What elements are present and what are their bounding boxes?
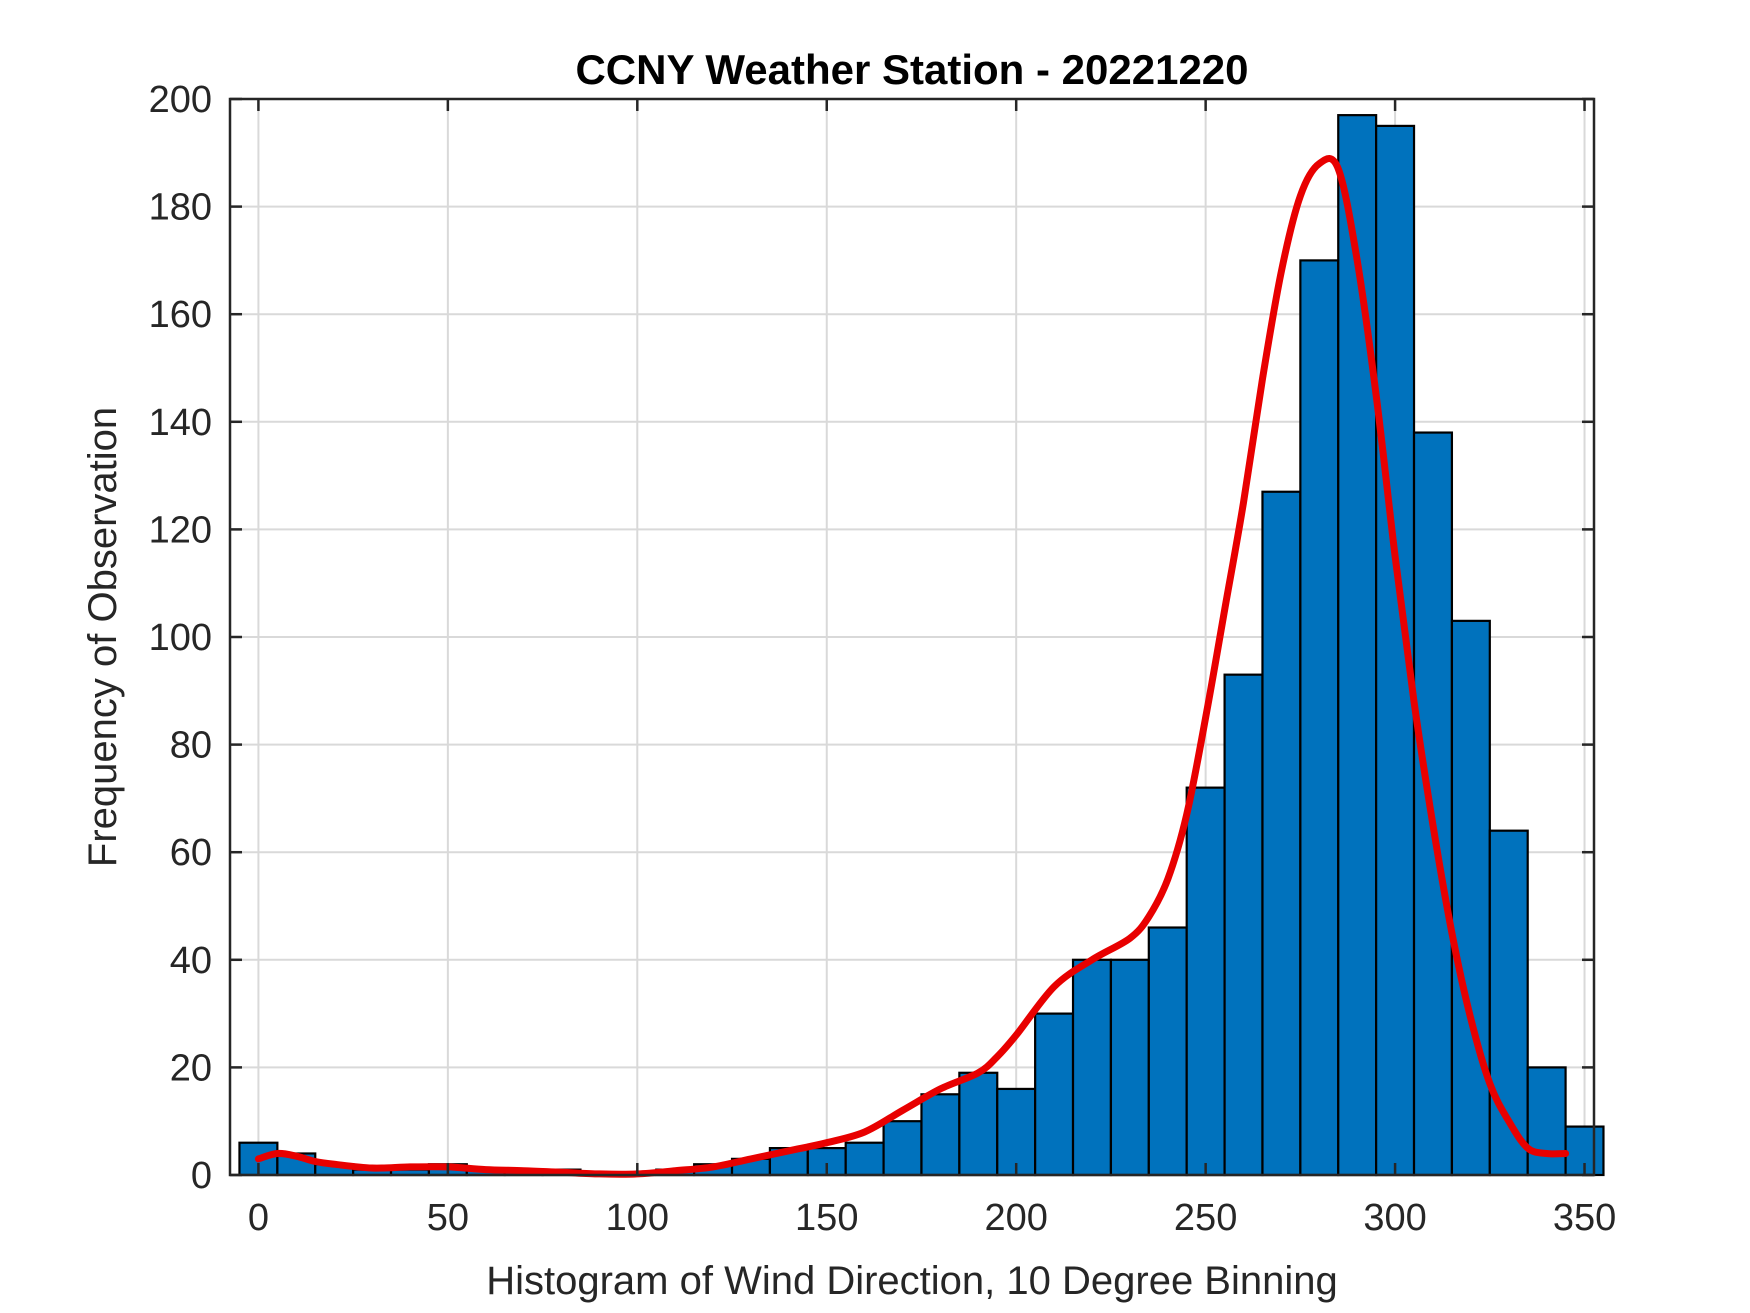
x-tick-label: 300 [1363, 1197, 1426, 1239]
y-tick-label: 0 [191, 1155, 212, 1197]
y-tick-label: 200 [149, 79, 212, 121]
y-tick-label: 180 [149, 187, 212, 229]
histogram-bar [1526, 1066, 1567, 1177]
histogram-bar [882, 1120, 923, 1177]
fit-curve-group [254, 155, 1570, 1178]
x-axis-label: Histogram of Wind Direction, 10 Degree B… [486, 1259, 1338, 1303]
fit-curve-line [254, 155, 1570, 1178]
y-tick-label: 20 [170, 1047, 212, 1089]
histogram-bar [1071, 958, 1113, 1177]
histogram-bar [1261, 490, 1302, 1177]
histogram-bar [844, 1141, 885, 1177]
x-tick-label: 100 [606, 1197, 669, 1239]
histogram-bar [1450, 619, 1491, 1177]
histogram-bar [1147, 926, 1188, 1177]
histogram-bar [1034, 1012, 1075, 1177]
histogram-bar [1109, 958, 1150, 1177]
y-axis-label: Frequency of Observation [81, 407, 125, 867]
tick-labels: 0 50 100 150 200 250 300 350 0 20 40 60 80 100 120 140 1… [149, 79, 1617, 1239]
histogram-bar [1185, 786, 1226, 1177]
x-tick-label: 50 [427, 1197, 469, 1239]
y-tick-label: 160 [149, 294, 212, 336]
y-tick-label: 40 [170, 940, 212, 982]
x-tick-label: 150 [795, 1197, 858, 1239]
x-tick-label: 200 [984, 1197, 1047, 1239]
histogram-bar [920, 1093, 961, 1177]
y-tick-label: 120 [149, 509, 212, 551]
histogram-bar [996, 1087, 1037, 1177]
y-tick-label: 60 [170, 832, 212, 874]
histogram-bar [1299, 259, 1340, 1177]
x-tick-label: 350 [1553, 1197, 1616, 1239]
histogram-bar [1223, 673, 1264, 1177]
x-tick-label: 0 [248, 1197, 269, 1239]
tick-marks [230, 97, 1594, 1177]
histogram-bar [958, 1071, 999, 1177]
y-tick-label: 80 [170, 725, 212, 767]
y-tick-label: 140 [149, 402, 212, 444]
y-tick-label: 100 [149, 617, 212, 659]
chart-title: CCNY Weather Station - 20221220 [575, 46, 1248, 93]
x-tick-label: 250 [1174, 1197, 1237, 1239]
